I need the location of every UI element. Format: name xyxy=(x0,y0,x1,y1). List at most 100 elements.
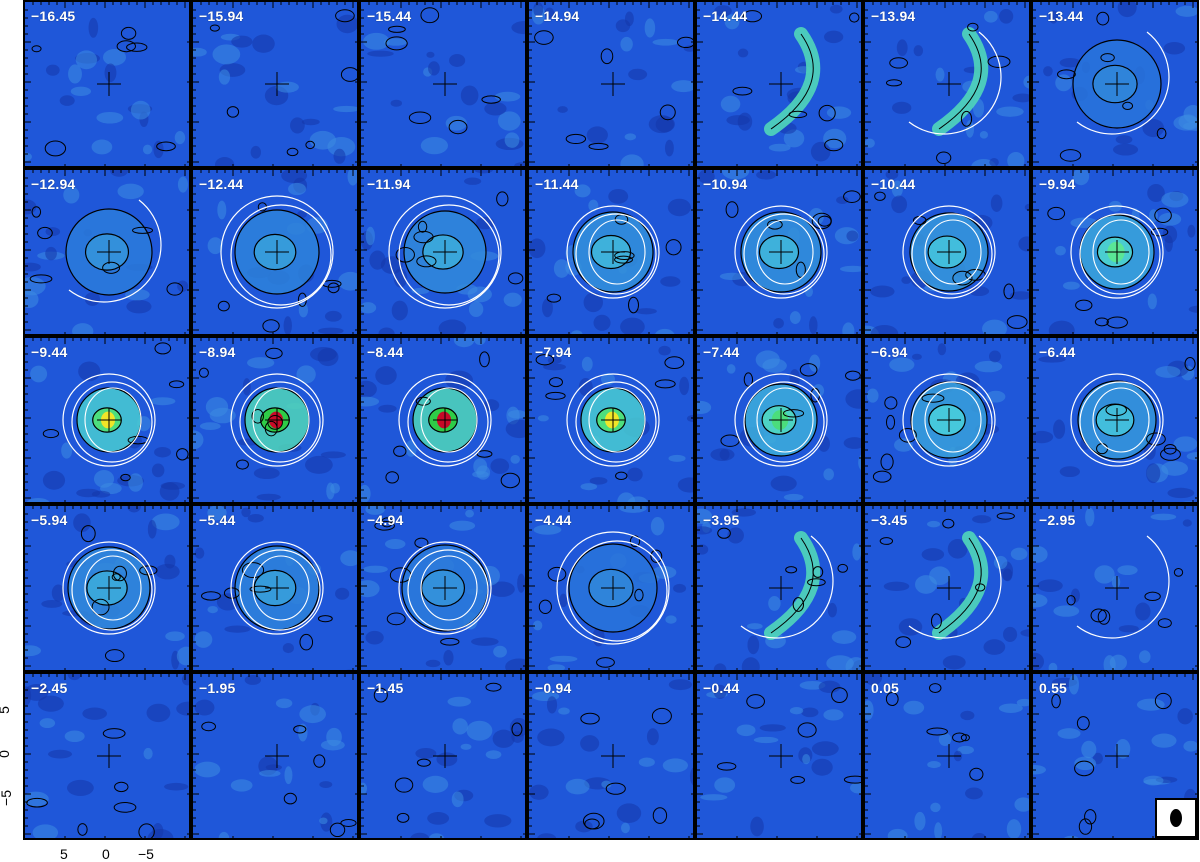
channel-image xyxy=(865,338,1029,502)
noise-blob xyxy=(846,230,859,242)
noise-contour xyxy=(262,319,280,333)
noise-contour xyxy=(1051,693,1061,709)
model-arc xyxy=(1076,535,1170,639)
noise-blob xyxy=(336,14,357,34)
noise-blob xyxy=(673,583,687,593)
model-ring xyxy=(398,204,500,306)
noise-blob xyxy=(320,451,346,459)
noise-contour xyxy=(511,722,523,737)
noise-blob xyxy=(1037,579,1063,592)
noise-blob xyxy=(1139,650,1151,664)
noise-blob xyxy=(727,527,744,544)
noise-blob xyxy=(697,400,712,415)
data-contour xyxy=(422,234,464,270)
noise-blob xyxy=(70,86,92,96)
noise-blob xyxy=(1064,835,1079,838)
noise-contour xyxy=(588,142,609,150)
noise-contour xyxy=(156,141,176,152)
data-contour xyxy=(770,33,814,130)
noise-contour xyxy=(448,119,468,135)
channel-panel: −14.94 xyxy=(527,0,695,168)
noise-blob xyxy=(164,782,189,791)
noise-blob xyxy=(810,141,831,162)
noise-contour xyxy=(1163,443,1177,455)
noise-blob xyxy=(658,345,671,356)
noise-contour xyxy=(930,613,942,630)
noise-contour xyxy=(236,459,249,470)
noise-blob xyxy=(544,7,555,19)
noise-blob xyxy=(620,317,645,334)
noise-blob xyxy=(608,188,629,204)
noise-blob xyxy=(164,554,176,569)
noise-blob xyxy=(25,276,46,296)
noise-contour xyxy=(885,79,903,87)
noise-blob xyxy=(542,298,553,318)
noise-blob xyxy=(651,565,677,579)
noise-blob xyxy=(968,286,990,297)
beam-ellipse-icon xyxy=(1170,809,1182,827)
noise-contour xyxy=(394,777,414,793)
noise-blob xyxy=(363,32,390,50)
noise-blob xyxy=(957,745,975,755)
noise-blob xyxy=(537,833,557,838)
data-contour xyxy=(1092,64,1138,104)
channel-panel: −7.44 xyxy=(695,336,863,504)
noise-blob xyxy=(824,30,844,44)
noise-blob xyxy=(697,508,713,524)
noise-blob xyxy=(282,642,294,654)
noise-blob xyxy=(804,286,813,298)
noise-blob xyxy=(428,61,440,76)
channel-image xyxy=(697,674,861,838)
noise-blob xyxy=(340,550,357,567)
noise-contour xyxy=(884,396,898,410)
noise-blob xyxy=(1188,305,1197,313)
data-contour xyxy=(744,383,818,457)
noise-blob xyxy=(937,343,947,356)
noise-contour xyxy=(843,190,861,203)
noise-blob xyxy=(127,506,141,513)
noise-contour xyxy=(496,191,509,207)
noise-contour xyxy=(725,201,739,218)
noise-blob xyxy=(67,674,82,681)
noise-blob xyxy=(449,53,466,67)
noise-blob xyxy=(142,144,153,155)
noise-blob xyxy=(147,520,157,539)
noise-contour xyxy=(650,549,663,563)
noise-blob xyxy=(589,477,608,485)
noise-contour xyxy=(1154,692,1172,710)
noise-blob xyxy=(1173,436,1197,452)
model-ring xyxy=(556,531,670,645)
noise-blob xyxy=(212,44,241,65)
noise-blob xyxy=(217,200,227,220)
channel-image xyxy=(1033,506,1197,670)
noise-blob xyxy=(713,684,727,699)
noise-contour xyxy=(485,682,502,692)
model-ring xyxy=(420,387,478,453)
noise-contour xyxy=(77,823,88,836)
noise-contour xyxy=(251,409,264,424)
noise-blob xyxy=(1033,652,1044,670)
noise-contour xyxy=(546,293,562,303)
noise-blob xyxy=(485,750,502,759)
noise-blob xyxy=(150,397,176,406)
noise-blob xyxy=(558,707,570,715)
noise-blob xyxy=(1020,629,1029,637)
velocity-label: −5.94 xyxy=(31,512,68,528)
noise-blob xyxy=(39,718,56,729)
model-ring xyxy=(230,541,324,635)
noise-blob xyxy=(1175,5,1197,17)
model-arc xyxy=(908,535,1002,639)
noise-blob xyxy=(1033,546,1048,563)
channel-image xyxy=(25,338,189,502)
noise-blob xyxy=(194,699,215,716)
data-contour xyxy=(67,546,151,630)
noise-blob xyxy=(319,817,328,825)
model-ring xyxy=(420,555,478,621)
channel-image xyxy=(193,2,357,166)
noise-blob xyxy=(410,832,430,838)
noise-contour xyxy=(126,42,148,52)
noise-blob xyxy=(996,106,1024,117)
noise-blob xyxy=(986,390,1006,403)
noise-blob xyxy=(1111,575,1121,589)
noise-blob xyxy=(375,366,397,385)
